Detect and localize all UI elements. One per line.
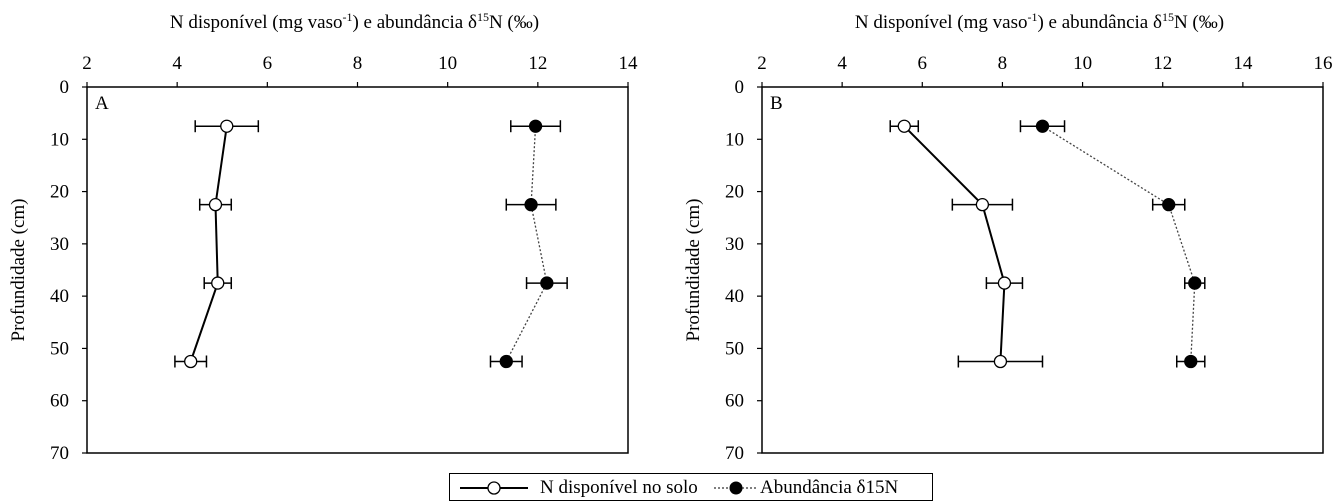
data-point-open [998, 277, 1010, 289]
data-point-filled [1185, 356, 1197, 368]
x-axis-title: N disponível (mg vaso-1) e abundância δ1… [170, 10, 539, 33]
y-tick-label: 50 [725, 338, 744, 359]
y-tick-label: 20 [50, 182, 69, 203]
x-tick-label: 8 [353, 53, 363, 74]
y-tick-label: 40 [50, 286, 69, 307]
x-tick-label: 14 [1233, 53, 1253, 74]
data-point-open [898, 120, 910, 132]
x-tick-label: 12 [1153, 53, 1172, 74]
y-tick-label: 60 [50, 391, 69, 412]
data-point-open [221, 120, 233, 132]
series-n-disponivel [175, 120, 258, 367]
y-tick-label: 10 [50, 129, 69, 150]
x-tick-label: 4 [837, 53, 847, 74]
data-point-open [212, 277, 224, 289]
series-line [1043, 126, 1195, 361]
legend-marker-filled-circle [730, 482, 742, 494]
y-tick-label: 40 [725, 286, 744, 307]
x-tick-label: 16 [1314, 53, 1333, 74]
y-tick-label: 60 [725, 391, 744, 412]
series-line [506, 126, 547, 361]
x-tick-label: 2 [757, 53, 767, 74]
chart-panel-b: 2 4 6 8 10 12 14 16 0 10 20 30 40 50 60 70 N disponível … [683, 10, 1333, 464]
y-tick-label: 70 [50, 443, 69, 464]
series-abundancia [1020, 120, 1204, 367]
y-tick-label: 0 [735, 77, 745, 98]
data-point-open [994, 356, 1006, 368]
data-point-filled [500, 356, 512, 368]
series-line [191, 126, 227, 361]
legend-marker-open-circle [488, 482, 500, 494]
data-point-open [976, 199, 988, 211]
y-tick-label: 50 [50, 338, 69, 359]
series-line [904, 126, 1004, 361]
legend-label-n-disponivel: N disponível no solo [540, 477, 698, 499]
series-n-disponivel [890, 120, 1042, 367]
x-tick-label: 10 [438, 53, 457, 74]
data-point-open [185, 356, 197, 368]
x-tick-label: 10 [1073, 53, 1092, 74]
data-point-filled [541, 277, 553, 289]
panel-label: A [95, 93, 109, 114]
legend: N disponível no solo Abundância δ15N [449, 473, 933, 501]
panel-label: B [770, 93, 783, 114]
x-axis-title: N disponível (mg vaso-1) e abundância δ1… [855, 10, 1224, 33]
data-point-filled [530, 120, 542, 132]
series-abundancia [490, 120, 567, 367]
y-tick-label: 0 [60, 77, 70, 98]
data-point-filled [1189, 277, 1201, 289]
data-point-open [209, 199, 221, 211]
data-point-filled [1163, 199, 1175, 211]
y-tick-label: 30 [50, 234, 69, 255]
plot-frame [87, 87, 628, 453]
y-tick-label: 10 [725, 129, 744, 150]
chart-panel-a: 2 4 6 8 10 12 14 0 10 20 30 40 50 60 70 N disponível (m… [8, 10, 638, 464]
x-tick-label: 12 [528, 53, 547, 74]
data-point-filled [1037, 120, 1049, 132]
data-point-filled [525, 199, 537, 211]
y-tick-label: 20 [725, 182, 744, 203]
x-tick-label: 8 [998, 53, 1008, 74]
x-tick-label: 6 [918, 53, 928, 74]
x-tick-label: 4 [172, 53, 182, 74]
y-tick-label: 30 [725, 234, 744, 255]
x-tick-label: 6 [263, 53, 273, 74]
x-tick-label: 2 [82, 53, 92, 74]
legend-label-abundancia: Abundância δ15N [760, 477, 898, 499]
plot-frame [762, 87, 1323, 453]
y-tick-label: 70 [725, 443, 744, 464]
x-tick-label: 14 [619, 53, 639, 74]
y-axis-title: Profundidade (cm) [683, 199, 704, 342]
y-axis-title: Profundidade (cm) [8, 199, 29, 342]
